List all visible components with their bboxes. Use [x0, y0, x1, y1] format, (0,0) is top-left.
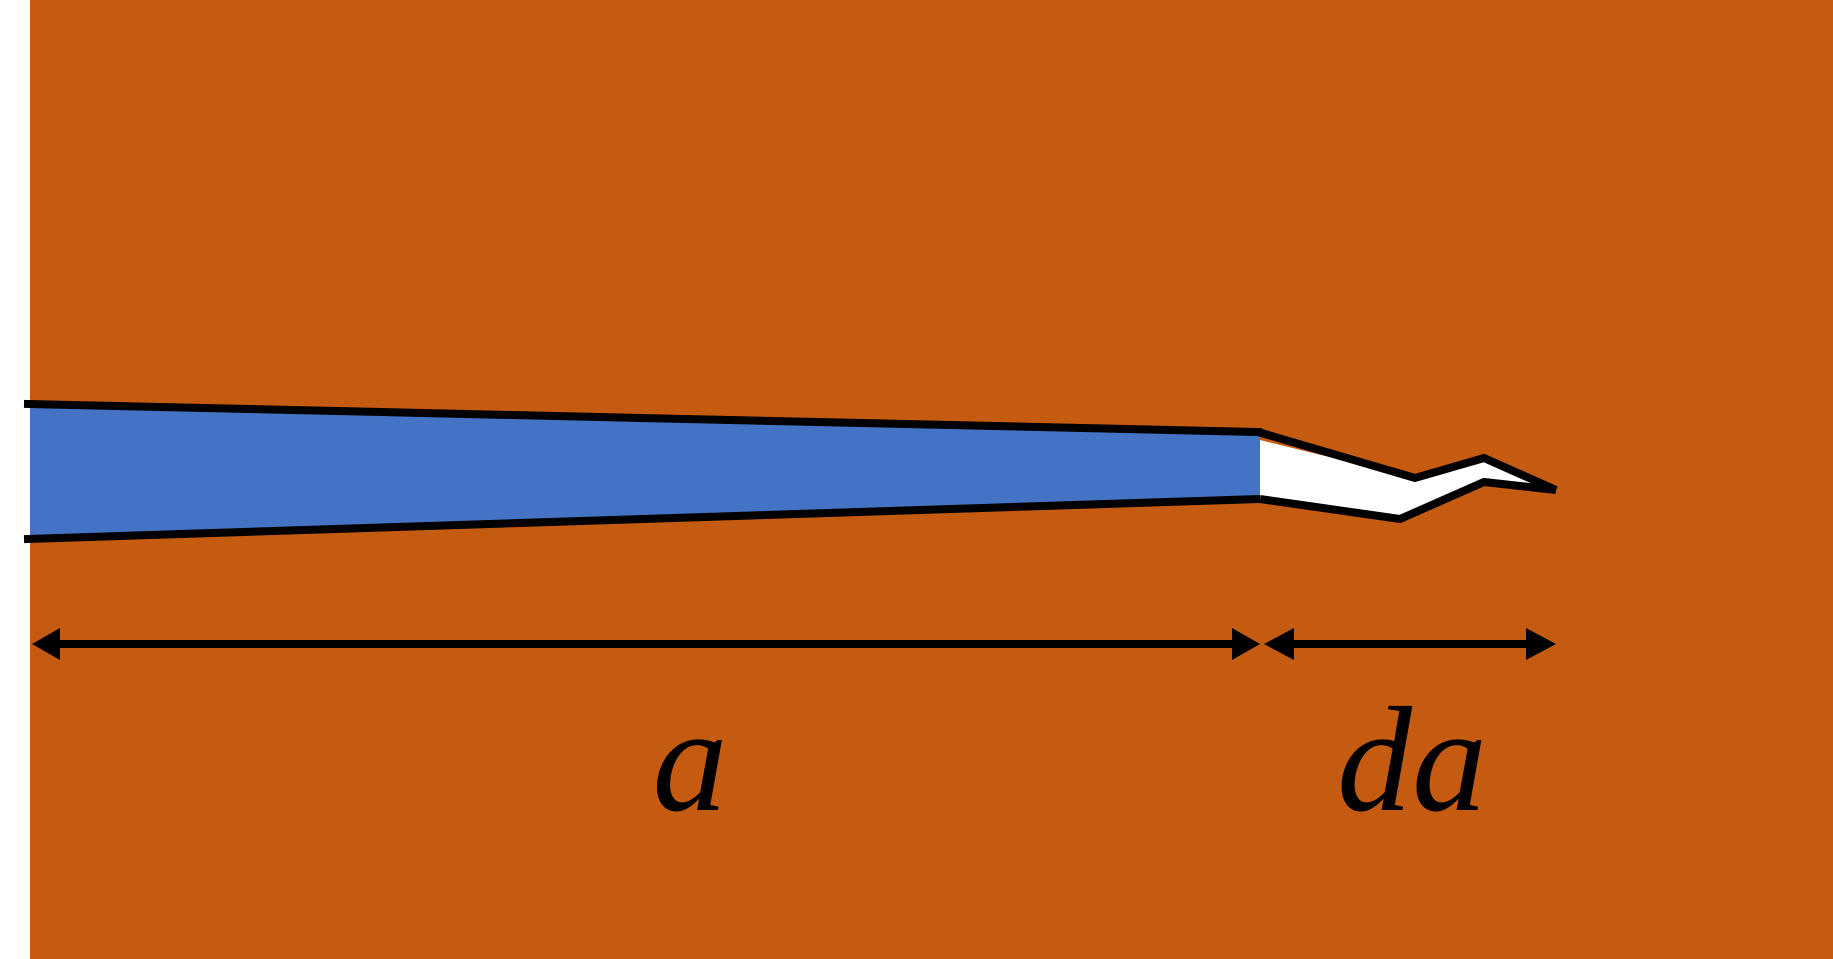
- crack-length-arrow-right-head: [1232, 628, 1260, 660]
- crack-increment-arrow-right-head: [1526, 628, 1556, 660]
- crack-upper-edge: [23, 399, 1263, 437]
- crack-increment-arrow-left-head: [1264, 628, 1294, 660]
- existing-crack: [30, 405, 1260, 538]
- crack-length-arrow-left-head: [32, 628, 60, 660]
- increment-lower-edge: [1259, 477, 1557, 524]
- crack-length-label: a: [653, 677, 728, 843]
- crack-increment-label: da: [1337, 677, 1487, 843]
- crack-lower-edge: [23, 494, 1265, 544]
- page-margin: [0, 0, 30, 959]
- increment-upper-edge: [1256, 428, 1558, 494]
